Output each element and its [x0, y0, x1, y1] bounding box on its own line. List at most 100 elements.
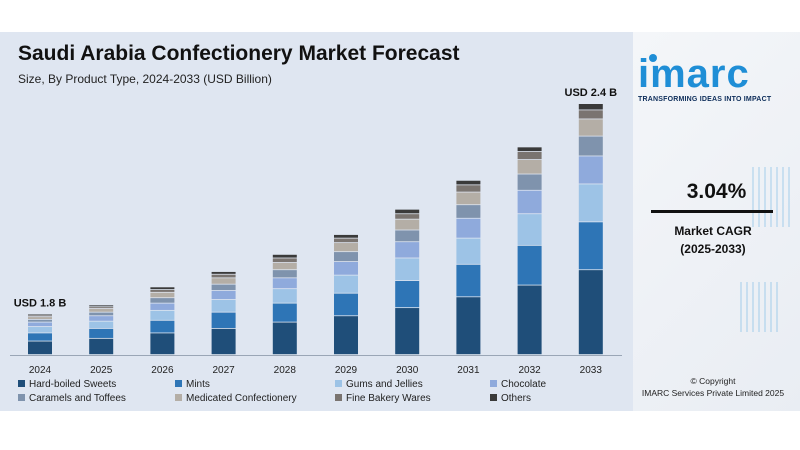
bar-segment: [456, 180, 481, 185]
bar-segment: [211, 328, 236, 355]
x-tick-label: 2030: [396, 365, 419, 376]
bar-segment: [578, 156, 603, 184]
bar-segment: [334, 243, 358, 252]
legend-swatch: [335, 394, 342, 401]
legend-swatch: [175, 394, 182, 401]
x-tick-label: 2024: [29, 365, 52, 376]
chart-title: Saudi Arabia Confectionery Market Foreca…: [18, 42, 460, 65]
bar-segment: [28, 341, 52, 355]
bar-segment: [150, 289, 175, 292]
bar-segment: [28, 314, 52, 315]
bar-segment: [272, 254, 297, 258]
bar-segment: [456, 238, 481, 264]
logo-tagline: TRANSFORMING IDEAS INTO IMPACT: [638, 96, 772, 103]
bar-segment: [456, 205, 481, 218]
decorative-pattern: [752, 167, 792, 227]
bar-segment: [334, 234, 358, 238]
bar-segment: [272, 270, 297, 278]
cagr-label: Market CAGR (2025-2033): [633, 222, 793, 258]
bar-segment: [334, 252, 358, 262]
cagr-label-line2: (2025-2033): [680, 242, 746, 256]
legend-item: Others: [490, 393, 531, 404]
cagr-divider: [651, 210, 773, 213]
bar-segment: [89, 328, 114, 338]
legend-label: Fine Bakery Wares: [346, 393, 431, 404]
bar-segment: [334, 238, 358, 243]
cagr-label-line1: Market CAGR: [674, 224, 752, 238]
legend-label: Others: [501, 393, 532, 404]
bar-segment: [89, 312, 114, 316]
bar-segment: [456, 218, 481, 238]
bar-segment: [211, 312, 236, 329]
bar-segment: [211, 299, 236, 312]
bar-segment: [517, 147, 542, 152]
bar-segment: [150, 303, 175, 310]
legend-item: Gums and Jellies: [335, 379, 423, 390]
bar-segment: [395, 242, 420, 258]
legend-item: Chocolate: [490, 379, 546, 390]
legend-swatch: [18, 380, 25, 387]
bar-segment: [517, 190, 542, 214]
legend-item: Mints: [175, 379, 210, 390]
bar-segment: [211, 290, 236, 300]
legend-label: Chocolate: [501, 379, 547, 390]
bar-segment: [334, 293, 358, 316]
bar-segment: [150, 310, 175, 320]
bar-segment: [89, 308, 114, 312]
bar-segment: [578, 270, 603, 355]
bar-segment: [28, 319, 52, 322]
bar-segment: [150, 287, 175, 290]
bar-segment: [517, 214, 542, 245]
x-tick-label: 2028: [274, 365, 297, 376]
legend-swatch: [335, 380, 342, 387]
bar-segment: [395, 214, 420, 219]
legend-item: Fine Bakery Wares: [335, 393, 431, 404]
bar-segment: [28, 317, 52, 319]
bar-segment: [272, 278, 297, 289]
bar-segment: [578, 119, 603, 136]
bar-segment: [395, 209, 420, 214]
bar-segment: [517, 285, 542, 355]
x-tick-label: 2033: [580, 365, 603, 376]
bar-segment: [272, 303, 297, 322]
imarc-logo: imarc TRANSFORMING IDEAS INTO IMPACT: [638, 54, 798, 103]
copyright-notice: © Copyright IMARC Services Private Limit…: [633, 375, 793, 399]
bar-segment: [578, 136, 603, 156]
legend-label: Medicated Confectionery: [186, 393, 297, 404]
legend-item: Caramels and Toffees: [18, 393, 126, 404]
bar-segment: [211, 271, 236, 274]
bar-segment: [89, 338, 114, 355]
bar-segment: [150, 298, 175, 303]
bar-segment: [517, 245, 542, 285]
bar-segment: [578, 184, 603, 222]
bar-segment: [334, 275, 358, 293]
bar-segment: [150, 292, 175, 298]
bar-segment: [28, 322, 52, 327]
legend-label: Hard-boiled Sweets: [29, 379, 117, 390]
bar-segment: [517, 159, 542, 174]
bar-segment: [150, 333, 175, 355]
bar-segment: [395, 258, 420, 281]
copyright-line2: IMARC Services Private Limited 2025: [641, 388, 785, 398]
legend-item: Medicated Confectionery: [175, 393, 297, 404]
bar-segment: [89, 321, 114, 329]
bar-segment: [211, 278, 236, 284]
copyright-line1: © Copyright: [690, 376, 736, 386]
bar-segment: [272, 322, 297, 355]
side-panel: imarc TRANSFORMING IDEAS INTO IMPACT 3.0…: [633, 32, 800, 411]
logo-dot-icon: [649, 54, 657, 62]
bar-segment: [517, 174, 542, 190]
chart-panel: Saudi Arabia Confectionery Market Foreca…: [0, 32, 633, 411]
bar-segment: [28, 315, 52, 317]
bar-segment: [211, 274, 236, 278]
x-tick-label: 2031: [457, 365, 480, 376]
bar-segment: [395, 219, 420, 230]
bar-segment: [578, 110, 603, 119]
bar-segment: [334, 262, 358, 275]
x-tick-label: 2032: [518, 365, 541, 376]
x-tick-label: 2026: [151, 365, 174, 376]
legend-swatch: [490, 394, 497, 401]
logo-wordmark: imarc: [638, 52, 750, 96]
bar-segment: [578, 222, 603, 270]
value-annotation: USD 1.8 B: [14, 297, 67, 309]
